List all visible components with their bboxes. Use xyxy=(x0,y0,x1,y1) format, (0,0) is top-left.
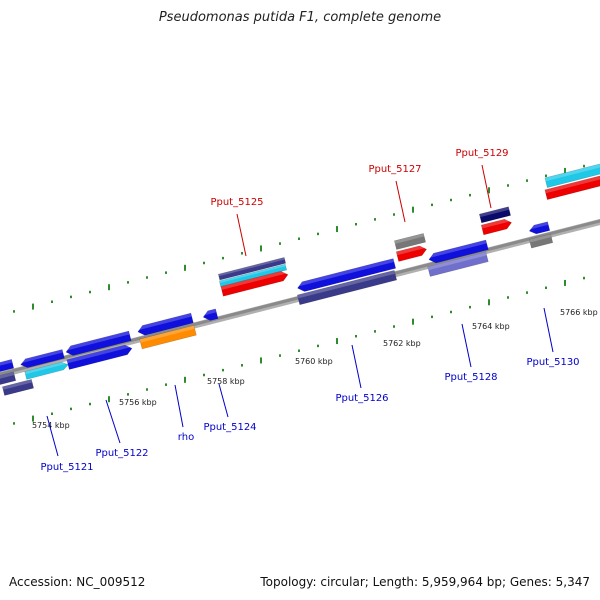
gene-label-leader xyxy=(395,180,406,223)
gene-feature-edge-left xyxy=(0,359,15,373)
gene-feature-shine xyxy=(297,258,395,287)
gene-feature-shine xyxy=(24,362,69,375)
gene-feature-shine xyxy=(396,245,427,256)
gene-feature-shine xyxy=(428,239,487,259)
gene-feature-pput_5127 xyxy=(394,233,426,250)
kbp-label: 5760 kbp xyxy=(295,357,333,366)
gene-feature-pput_5125 xyxy=(218,257,286,281)
gene-label-pput_5121: Pput_5121 xyxy=(40,462,93,473)
kbp-label: 5756 kbp xyxy=(119,398,157,407)
gene-label-leader xyxy=(218,383,229,418)
gene-label-leader xyxy=(174,384,184,428)
kbp-label: 5764 kbp xyxy=(472,322,510,331)
gene-feature-pput_5128 xyxy=(428,239,489,264)
gene-feature-rho xyxy=(137,312,194,336)
gene-label-leader xyxy=(46,415,59,457)
gene-feature-shine xyxy=(529,233,552,243)
gene-feature-shine xyxy=(202,308,217,316)
genome-summary-text: Topology: circular; Length: 5,959,964 bp… xyxy=(260,575,590,589)
gene-feature-edge-right xyxy=(544,160,600,188)
gene-label-pput_5129: Pput_5129 xyxy=(455,148,508,159)
gene-feature-edge-right xyxy=(544,173,600,200)
gene-feature-shine xyxy=(218,257,285,277)
gene-label-pput_5124: Pput_5124 xyxy=(203,422,256,433)
kbp-label: 5766 kbp xyxy=(560,308,598,317)
gene-feature-pput_5130 xyxy=(528,233,554,249)
gene-feature-pput_5122 xyxy=(65,330,132,356)
gene-feature-shine xyxy=(544,174,600,194)
gene-feature-shine xyxy=(139,325,195,343)
gene-feature-shine xyxy=(65,331,130,351)
gene-feature-shine xyxy=(137,313,192,331)
kbp-label: 5762 kbp xyxy=(383,339,421,348)
gene-feature-pput_5129 xyxy=(479,206,511,224)
gene-label-leader xyxy=(351,344,362,389)
gene-feature-pput_5126 xyxy=(297,258,396,292)
kbp-label: 5754 kbp xyxy=(32,421,70,430)
gene-label-rho: rho xyxy=(178,432,194,443)
gene-feature-pput_5129 xyxy=(480,218,512,236)
gene-feature-pput_5121 xyxy=(24,361,69,380)
gene-feature-pput_5130 xyxy=(528,221,551,235)
gene-feature-shine xyxy=(219,264,286,284)
gene-feature-pput_5126 xyxy=(297,270,397,306)
gene-feature-rho xyxy=(139,325,197,350)
map-title: Pseudomonas putida F1, complete genome xyxy=(158,10,442,25)
gene-label-leader xyxy=(461,323,472,368)
gene-feature-shine xyxy=(528,221,549,230)
gene-feature-shine xyxy=(297,270,396,299)
kbp-label: 5758 kbp xyxy=(207,377,245,386)
gene-feature-pput_5127 xyxy=(395,245,427,262)
accession-text: Accession: NC_009512 xyxy=(9,575,146,589)
gene-feature-shine xyxy=(0,371,15,381)
gene-label-pput_5126: Pput_5126 xyxy=(335,393,388,404)
gene-feature-shine xyxy=(2,379,33,390)
gene-feature-pput_5122 xyxy=(66,344,133,370)
gene-label-pput_5130: Pput_5130 xyxy=(526,357,579,368)
gene-feature-shine xyxy=(394,233,425,244)
gene-feature-pput_5124 xyxy=(202,308,219,321)
gene-feature-shine xyxy=(479,206,510,218)
gene-feature-pput_5121 xyxy=(20,349,65,368)
gene-feature-pput_5121 xyxy=(2,379,34,396)
gene-feature-shine xyxy=(481,219,512,229)
gene-feature-shine xyxy=(427,251,487,271)
gene-feature-shine xyxy=(544,160,600,182)
gene-feature-pput_5128 xyxy=(427,251,489,277)
gene-label-leader xyxy=(236,213,247,257)
gene-feature-shine xyxy=(20,349,63,364)
gene-label-leader xyxy=(543,307,554,353)
gene-label-pput_5128: Pput_5128 xyxy=(444,372,497,383)
gene-label-pput_5127: Pput_5127 xyxy=(368,164,421,175)
gene-label-pput_5125: Pput_5125 xyxy=(210,197,263,208)
gene-label-pput_5122: Pput_5122 xyxy=(95,448,148,459)
gene-feature-shine xyxy=(0,359,13,368)
gene-feature-shine xyxy=(66,344,132,364)
gene-label-leader xyxy=(481,164,492,209)
gene-feature-shine xyxy=(220,271,288,290)
gene-label-leader xyxy=(105,399,121,444)
gene-feature-pput_5125 xyxy=(220,270,289,297)
gene-feature-edge-left xyxy=(0,371,17,387)
gene-feature-pput_5125 xyxy=(219,263,287,288)
